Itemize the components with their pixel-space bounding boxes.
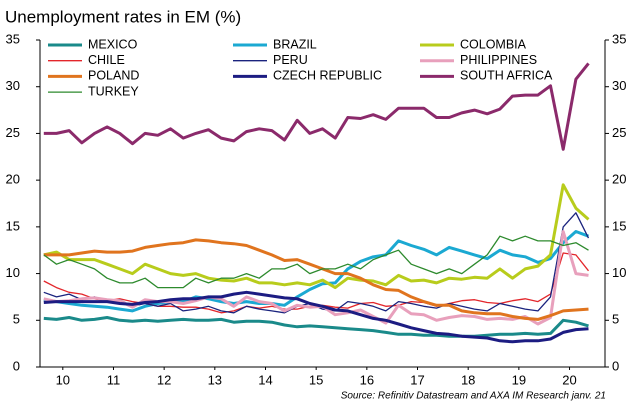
y2-tick-label: 0 xyxy=(612,358,619,373)
y2-tick-label: 35 xyxy=(612,31,626,46)
series-line xyxy=(43,230,589,326)
x-tick-label: 11 xyxy=(107,372,121,387)
x-tick-label: 16 xyxy=(360,372,374,387)
x-tick-label: 13 xyxy=(208,372,222,387)
x-tick-label: 17 xyxy=(410,372,424,387)
y-tick-label: 0 xyxy=(13,358,20,373)
source-note: Source: Refinitiv Datastream and AXA IM … xyxy=(341,391,606,402)
x-tick-label: 15 xyxy=(309,372,323,387)
legend-label: MEXICO xyxy=(88,37,138,51)
series-line xyxy=(43,183,590,290)
series-line xyxy=(43,290,589,344)
legend-label: TURKEY xyxy=(88,84,139,98)
y2-tick-label: 30 xyxy=(612,78,626,93)
legend-label: CHILE xyxy=(88,53,125,67)
x-tick-label: 12 xyxy=(157,372,171,387)
y-tick-label: 30 xyxy=(6,78,20,93)
y-tick-label: 35 xyxy=(6,31,20,46)
x-tick-label: 18 xyxy=(461,372,475,387)
x-tick-label: 10 xyxy=(56,372,70,387)
legend-label: PHILIPPINES xyxy=(460,53,537,67)
legend-label: BRAZIL xyxy=(273,37,317,51)
y-tick-label: 5 xyxy=(13,312,20,327)
y-tick-label: 20 xyxy=(6,172,20,187)
legend-label: COLOMBIA xyxy=(460,37,527,51)
series-line xyxy=(43,316,589,338)
legend-label: SOUTH AFRICA xyxy=(460,69,553,83)
x-tick-label: 19 xyxy=(512,372,526,387)
y2-tick-label: 5 xyxy=(612,312,619,327)
chart-title: Unemployment rates in EM (%) xyxy=(5,7,241,26)
series-line xyxy=(43,62,590,151)
y2-tick-label: 15 xyxy=(612,218,626,233)
legend-label: CZECH REPUBLIC xyxy=(273,69,382,83)
legend-label: PERU xyxy=(273,53,308,67)
series-line xyxy=(43,230,590,313)
y2-tick-label: 25 xyxy=(612,125,626,140)
y2-tick-label: 10 xyxy=(612,265,626,280)
y-tick-label: 15 xyxy=(6,218,20,233)
y-tick-label: 25 xyxy=(6,125,20,140)
legend-label: POLAND xyxy=(88,69,139,83)
series-line xyxy=(43,212,590,314)
y-tick-label: 10 xyxy=(6,265,20,280)
series-line xyxy=(43,235,589,289)
series-line xyxy=(43,238,589,321)
x-tick-label: 20 xyxy=(562,372,576,387)
x-tick-label: 14 xyxy=(258,372,272,387)
y2-tick-label: 20 xyxy=(612,172,626,187)
